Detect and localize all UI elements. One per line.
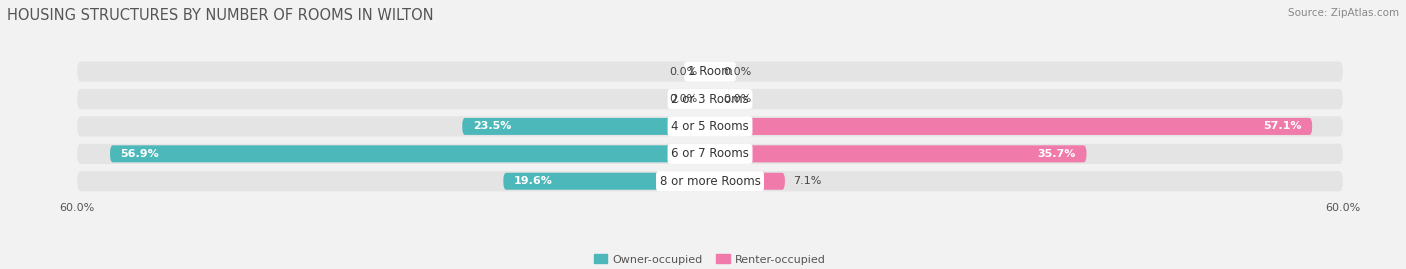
- Text: Source: ZipAtlas.com: Source: ZipAtlas.com: [1288, 8, 1399, 18]
- FancyBboxPatch shape: [706, 91, 710, 108]
- FancyBboxPatch shape: [710, 63, 714, 80]
- FancyBboxPatch shape: [503, 173, 710, 190]
- Text: 0.0%: 0.0%: [723, 94, 751, 104]
- Text: 19.6%: 19.6%: [515, 176, 553, 186]
- Text: 56.9%: 56.9%: [121, 149, 159, 159]
- FancyBboxPatch shape: [77, 116, 1343, 137]
- FancyBboxPatch shape: [110, 145, 710, 162]
- Text: 4 or 5 Rooms: 4 or 5 Rooms: [671, 120, 749, 133]
- FancyBboxPatch shape: [77, 144, 1343, 164]
- Text: 2 or 3 Rooms: 2 or 3 Rooms: [671, 93, 749, 105]
- Text: 1 Room: 1 Room: [688, 65, 733, 78]
- Text: 0.0%: 0.0%: [669, 67, 697, 77]
- FancyBboxPatch shape: [710, 173, 785, 190]
- Legend: Owner-occupied, Renter-occupied: Owner-occupied, Renter-occupied: [589, 250, 831, 269]
- Text: 6 or 7 Rooms: 6 or 7 Rooms: [671, 147, 749, 160]
- FancyBboxPatch shape: [77, 171, 1343, 191]
- FancyBboxPatch shape: [710, 145, 1087, 162]
- Text: 8 or more Rooms: 8 or more Rooms: [659, 175, 761, 188]
- Text: 0.0%: 0.0%: [669, 94, 697, 104]
- Text: 7.1%: 7.1%: [793, 176, 821, 186]
- Text: 57.1%: 57.1%: [1263, 121, 1302, 132]
- Text: HOUSING STRUCTURES BY NUMBER OF ROOMS IN WILTON: HOUSING STRUCTURES BY NUMBER OF ROOMS IN…: [7, 8, 433, 23]
- FancyBboxPatch shape: [710, 91, 714, 108]
- Text: 23.5%: 23.5%: [472, 121, 512, 132]
- FancyBboxPatch shape: [77, 62, 1343, 82]
- FancyBboxPatch shape: [77, 89, 1343, 109]
- Text: 35.7%: 35.7%: [1038, 149, 1076, 159]
- Text: 0.0%: 0.0%: [723, 67, 751, 77]
- FancyBboxPatch shape: [710, 118, 1312, 135]
- FancyBboxPatch shape: [706, 63, 710, 80]
- FancyBboxPatch shape: [463, 118, 710, 135]
